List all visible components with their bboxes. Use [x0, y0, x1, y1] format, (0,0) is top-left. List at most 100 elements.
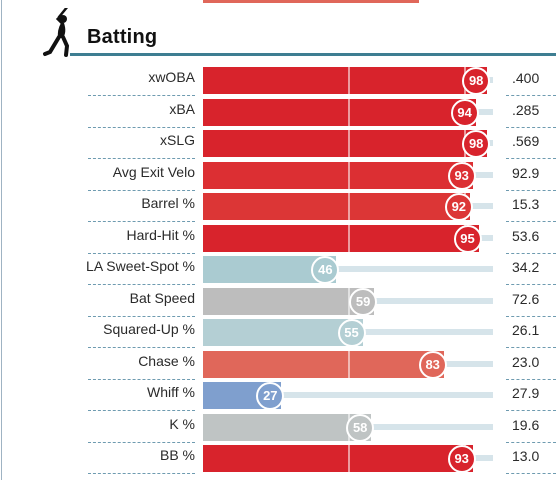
metric-row: BB % 93 13.0 — [0, 442, 556, 474]
percentile-badge: 94 — [450, 98, 479, 127]
metric-label: BB % — [159, 447, 195, 463]
metric-label: Squared-Up % — [103, 321, 195, 337]
percentile-bar — [203, 287, 375, 315]
section-title: Batting — [87, 26, 158, 48]
percentile-badge: 27 — [256, 382, 285, 410]
metric-row: xwOBA 98 .400 — [0, 64, 556, 96]
metric-label: xBA — [169, 100, 195, 117]
metric-value: 19.6 — [512, 416, 540, 433]
row-divider-right — [506, 126, 556, 128]
row-divider-right — [506, 441, 556, 443]
row-divider — [88, 189, 195, 191]
metric-value: 27.9 — [512, 385, 540, 401]
metric-label: Barrel % — [141, 195, 195, 211]
row-divider — [88, 441, 195, 443]
percentile-badge: 59 — [349, 287, 378, 316]
metric-label: xSLG — [159, 132, 195, 148]
metric-value: 53.6 — [512, 227, 540, 244]
row-divider — [88, 315, 195, 317]
metric-label: LA Sweet-Spot % — [86, 258, 195, 274]
row-divider-right — [506, 347, 556, 348]
percentile-bar — [203, 98, 476, 126]
row-divider-right — [506, 189, 556, 191]
metric-value: 34.2 — [512, 259, 540, 275]
metric-value: 13.0 — [512, 448, 540, 464]
metric-label: Bat Speed — [129, 289, 195, 306]
metric-label: Hard-Hit % — [126, 226, 195, 243]
metric-value: 92.9 — [512, 164, 540, 181]
metric-label: Avg Exit Velo — [112, 163, 195, 180]
percentile-badge: 83 — [418, 350, 447, 379]
percentile-badge: 55 — [337, 319, 366, 347]
row-divider — [88, 126, 195, 128]
percentile-bar — [203, 161, 473, 189]
metric-row: LA Sweet-Spot % 46 34.2 — [0, 253, 556, 285]
median-tick — [348, 161, 350, 189]
metric-row: Squared-Up % 55 26.1 — [0, 316, 556, 348]
row-divider — [88, 284, 195, 285]
metric-label: xwOBA — [148, 69, 195, 85]
row-divider — [88, 221, 195, 222]
metric-value: .569 — [512, 133, 540, 149]
median-tick — [348, 350, 350, 378]
metric-value: .400 — [512, 70, 540, 86]
row-divider-right — [506, 473, 556, 474]
metric-value: 23.0 — [512, 353, 540, 370]
row-divider-right — [506, 315, 556, 317]
row-divider-right — [506, 252, 556, 254]
metric-row: Avg Exit Velo 93 92.9 — [0, 159, 556, 191]
left-border — [1, 0, 2, 480]
median-tick — [348, 224, 350, 252]
metric-row: K % 58 19.6 — [0, 411, 556, 443]
metric-row: Barrel % 92 15.3 — [0, 190, 556, 222]
metric-value: 15.3 — [512, 196, 540, 212]
row-divider-right — [506, 410, 556, 411]
percentile-bar — [203, 224, 479, 252]
row-divider — [88, 473, 195, 474]
percentile-badge: 98 — [462, 130, 491, 158]
row-divider — [88, 252, 195, 254]
row-divider — [88, 410, 195, 411]
percentile-bar — [203, 130, 488, 157]
percentile-bar — [203, 350, 444, 378]
row-divider — [88, 347, 195, 348]
row-divider — [88, 158, 195, 159]
percentile-badge: 58 — [346, 413, 375, 442]
percentile-bar — [203, 413, 372, 441]
previous-section-bar — [203, 0, 419, 3]
percentile-badge: 92 — [444, 193, 473, 221]
metric-value: .285 — [512, 101, 540, 118]
metric-row: xSLG 98 .569 — [0, 127, 556, 159]
metric-value: 72.6 — [512, 290, 540, 307]
percentile-bar — [203, 445, 473, 472]
median-tick — [348, 445, 350, 472]
percentile-bar — [203, 193, 470, 220]
metric-label: Whiff % — [147, 384, 195, 400]
metric-label: Chase % — [138, 352, 195, 369]
percentile-track — [203, 392, 493, 398]
metric-row: Hard-Hit % 95 53.6 — [0, 222, 556, 254]
header-rule — [70, 53, 556, 56]
row-divider-right — [506, 284, 556, 285]
row-divider — [88, 95, 195, 96]
percentile-bar — [203, 67, 488, 94]
percentile-badge: 46 — [311, 256, 340, 284]
median-tick — [348, 287, 350, 315]
percentile-badge: 93 — [447, 445, 476, 473]
percentile-badge: 95 — [453, 224, 482, 253]
percentile-badge: 98 — [462, 67, 491, 95]
median-tick — [348, 67, 350, 94]
metric-value: 26.1 — [512, 322, 540, 338]
percentile-bar — [203, 319, 363, 346]
row-divider-right — [506, 221, 556, 222]
percentile-track — [203, 266, 493, 272]
section-header: Batting — [0, 8, 556, 57]
metric-label: K % — [169, 415, 195, 432]
metric-row: Bat Speed 59 72.6 — [0, 285, 556, 317]
row-divider — [88, 378, 195, 380]
median-tick — [348, 193, 350, 220]
metric-row: Chase % 83 23.0 — [0, 348, 556, 380]
row-divider-right — [506, 95, 556, 96]
metric-row: xBA 94 .285 — [0, 96, 556, 128]
row-divider-right — [506, 158, 556, 159]
